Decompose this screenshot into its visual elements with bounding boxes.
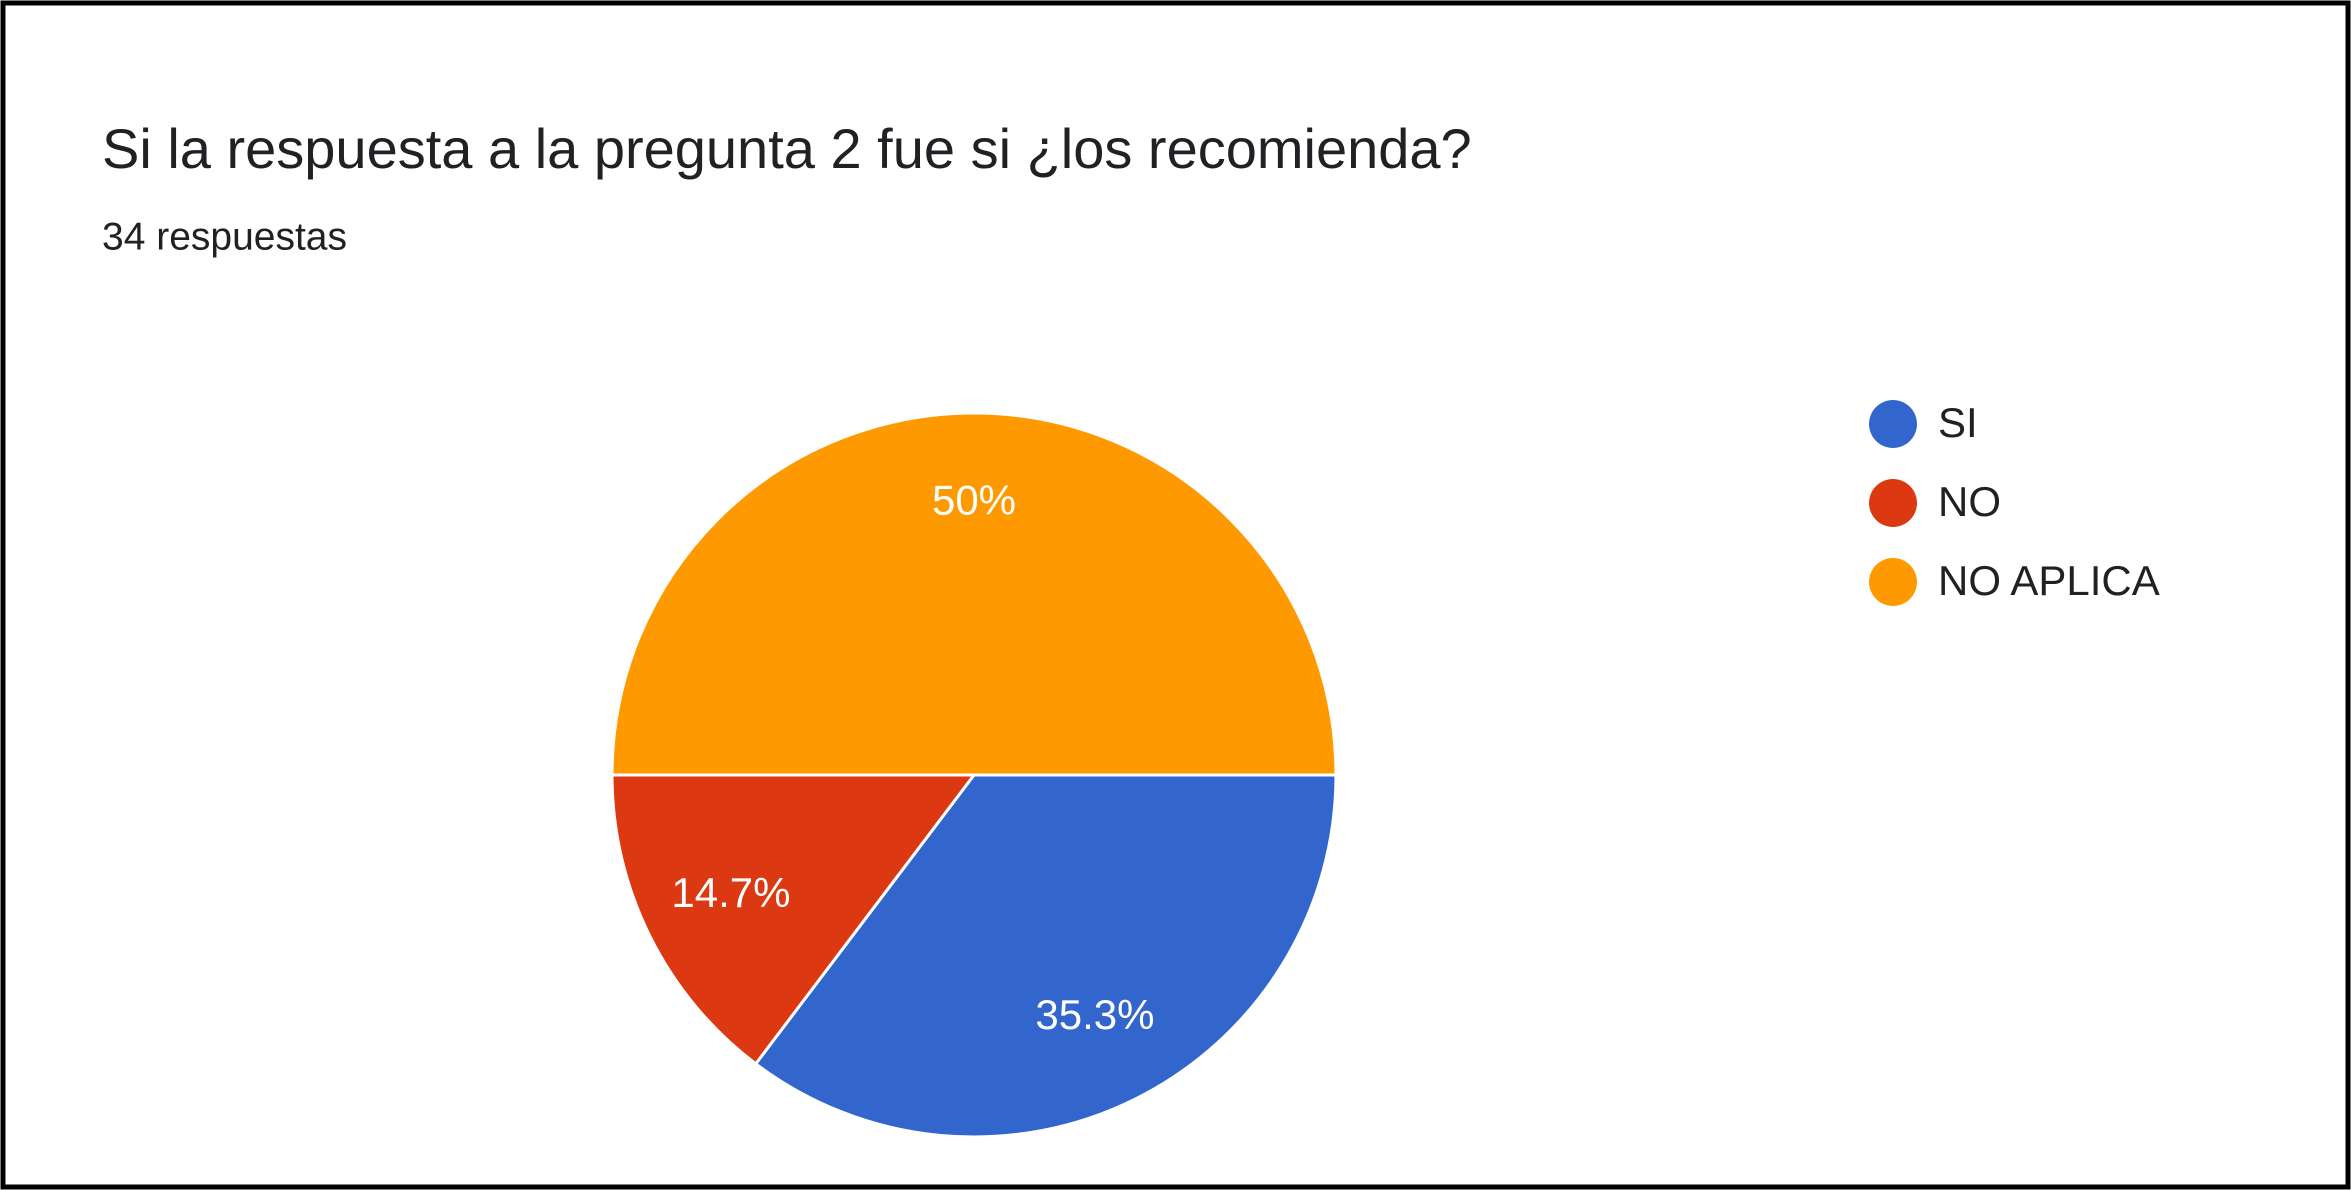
data-label: 35.3% xyxy=(1035,991,1154,1038)
legend-label: NO APLICA xyxy=(1938,557,2160,604)
legend-swatch xyxy=(1869,479,1917,527)
data-label: 50% xyxy=(932,477,1016,524)
pie-slice xyxy=(610,411,1338,777)
legend-swatch xyxy=(1869,400,1917,448)
chart-title: Si la respuesta a la pregunta 2 fue si ¿… xyxy=(102,117,1472,180)
data-label: 14.7% xyxy=(671,869,790,916)
chart-subtitle: 34 respuestas xyxy=(102,215,347,258)
legend-label: NO xyxy=(1938,478,2001,525)
legend-swatch xyxy=(1869,558,1917,606)
pie-slice xyxy=(753,773,1338,1139)
pie-slice xyxy=(610,773,978,1066)
legend-label: SI xyxy=(1938,399,1978,446)
